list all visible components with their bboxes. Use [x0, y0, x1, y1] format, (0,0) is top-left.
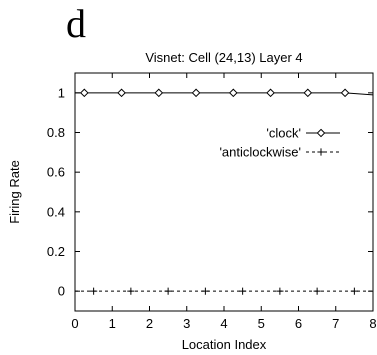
- y-tick-label: 0.2: [47, 244, 65, 259]
- series-point-0: [303, 88, 313, 98]
- series-point-0: [266, 88, 275, 98]
- series-line-0: [75, 92, 374, 96]
- x-tick-label: 1: [109, 316, 116, 331]
- y-tick-label: 0.6: [47, 165, 65, 180]
- legend-label-0: 'clock': [266, 126, 301, 141]
- series-point-1: [127, 287, 135, 295]
- series-point-1: [313, 287, 321, 295]
- y-tick-label: 0: [58, 284, 65, 299]
- x-tick-label: 5: [258, 316, 265, 331]
- series-point-1: [276, 287, 284, 295]
- series-point-0: [229, 88, 238, 98]
- x-tick-label: 0: [71, 316, 78, 331]
- x-tick-label: 8: [369, 316, 376, 331]
- series-point-1: [90, 287, 98, 295]
- legend-sample-marker-1: [317, 148, 325, 156]
- series-point-0: [340, 88, 350, 98]
- x-tick-label: 7: [332, 316, 339, 331]
- x-axis-label: Location Index: [182, 337, 267, 352]
- panel-letter: d: [66, 1, 86, 46]
- legend-label-1: 'anticlockwise': [219, 145, 301, 160]
- plot-frame: [74, 72, 374, 312]
- series-point-0: [191, 88, 201, 98]
- legend-sample-marker-0: [316, 128, 326, 138]
- series-point-0: [80, 88, 89, 98]
- series-point-0: [154, 88, 164, 98]
- y-tick-label: 0.4: [47, 204, 65, 219]
- series-point-1: [201, 287, 209, 295]
- series-point-1: [239, 287, 247, 295]
- x-tick-label: 3: [183, 316, 190, 331]
- chart-title: Visnet: Cell (24,13) Layer 4: [145, 50, 302, 65]
- x-tick-label: 6: [295, 316, 302, 331]
- series-point-1: [164, 287, 172, 295]
- series-point-1: [350, 287, 358, 295]
- y-axis-label: Firing Rate: [7, 160, 22, 224]
- series-point-0: [117, 88, 126, 98]
- x-tick-label: 2: [146, 316, 153, 331]
- y-tick-label: 1: [58, 85, 65, 100]
- y-tick-label: 0.8: [47, 125, 65, 140]
- x-tick-label: 4: [220, 316, 227, 331]
